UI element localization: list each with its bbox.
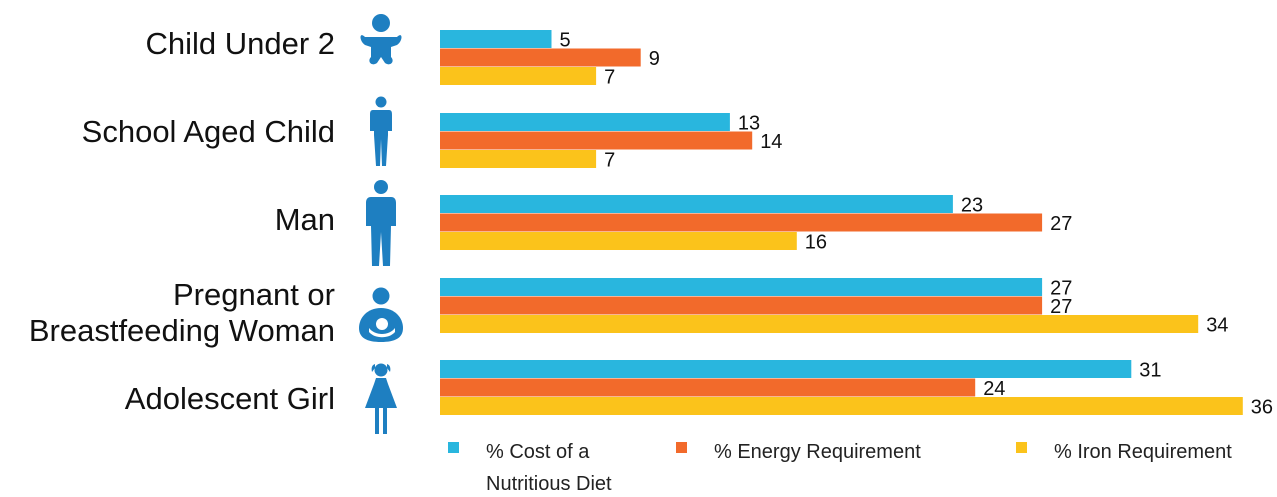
value-label: 7 [604,66,615,88]
legend-label: Nutritious Diet [486,473,612,495]
bar [440,131,753,150]
legend-item: % Energy Requirement [676,441,921,463]
legend-item: % Iron Requirement [1016,441,1232,463]
value-label: 5 [560,29,571,51]
category-label: Child Under 2 [145,26,335,61]
value-label: 24 [983,378,1005,400]
bar [440,296,1043,315]
bar [440,195,953,213]
value-label: 34 [1206,314,1228,336]
baby-icon [360,14,402,65]
category-label: Adolescent Girl [125,381,335,416]
category-label: School Aged Child [82,114,335,149]
legend-swatch [448,442,459,453]
value-label: 9 [649,48,660,70]
man-icon [366,180,396,266]
category-label: Pregnant or [173,277,335,312]
legend-item: % Cost of a Nutritious Diet [448,441,612,495]
legend-swatch [676,442,687,453]
child-icon [370,96,392,166]
bar [440,360,1132,378]
bars [440,30,1243,415]
value-label: 14 [760,131,782,153]
legend-label: % Iron Requirement [1054,441,1232,463]
girl-icon [365,363,397,434]
bar [440,48,641,67]
breastfeeding-woman-icon [359,287,403,342]
bar [440,150,597,168]
bar [440,397,1243,415]
value-label: 27 [1050,296,1072,318]
value-label: 13 [738,112,760,134]
legend-label: % Cost of a [486,441,590,463]
value-label: 16 [805,231,827,253]
value-label: 7 [604,149,615,171]
bar [440,213,1043,232]
bar [440,67,597,85]
bar [440,378,976,397]
category-label: Breastfeeding Woman [29,313,335,348]
bar [440,315,1199,333]
category-icons [359,14,403,434]
legend-swatch [1016,442,1027,453]
value-label: 36 [1251,396,1273,418]
value-label: 23 [961,194,983,216]
bar [440,30,552,48]
bar [440,232,797,250]
legend: % Cost of a Nutritious Diet % Energy Requi… [448,441,1232,495]
category-label: Man [275,202,335,237]
bar [440,113,730,131]
value-label: 31 [1139,359,1161,381]
category-labels: Child Under 2 School Aged Child Man Pregnan… [29,26,335,416]
bar [440,278,1043,296]
value-label: 27 [1050,277,1072,299]
legend-label: % Energy Requirement [714,441,921,463]
value-label: 27 [1050,213,1072,235]
